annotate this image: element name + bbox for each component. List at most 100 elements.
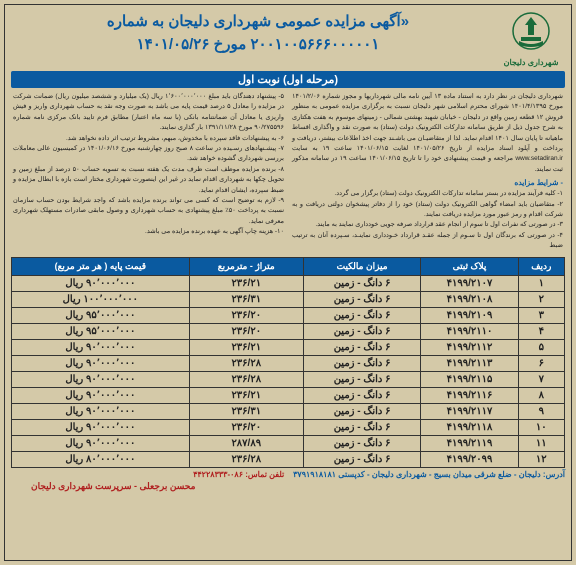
- table-cell: ۴۱۹۹/۲۱۰۷: [421, 276, 518, 292]
- conditions-list: ۱- کلیه فرآیند مزایده در بستر سامانه تدا…: [292, 189, 563, 251]
- table-row: ۹۴۱۹۹/۲۱۱۷۶ دانگ - زمین۲۳۶/۳۱۹۰٬۰۰۰٬۰۰۰ …: [12, 404, 565, 420]
- table-row: ۶۴۱۹۹/۲۱۱۳۶ دانگ - زمین۲۳۶/۲۸۹۰٬۰۰۰٬۰۰۰ …: [12, 356, 565, 372]
- left-paragraph: ۷- پیشـنهادهای رسـیده در ساعت ۸ صبح روز …: [13, 144, 284, 165]
- table-cell: ۴۱۹۹/۲۱۰۹: [421, 308, 518, 324]
- phone-label: تلفن تماس:: [243, 470, 284, 479]
- table-cell: ۲۳۶/۲۸: [189, 356, 303, 372]
- phone-number: ۰۸۶-۴۴۲۲۸۳۳۳: [193, 470, 243, 479]
- table-header-cell: متراژ - مترمربع: [189, 258, 303, 276]
- title-line-2: ۲۰۰۱۰۰۵۶۶۶۰۰۰۰۰۱ مورخ ۱۴۰۱/۰۵/۲۶: [25, 34, 491, 57]
- table-cell: ۹۵٬۰۰۰٬۰۰۰ ریال: [12, 308, 190, 324]
- table-header-cell: ردیف: [518, 258, 564, 276]
- table-cell: ۹۰٬۰۰۰٬۰۰۰ ریال: [12, 436, 190, 452]
- table-header-cell: قیمت پایه ( هر متر مربع): [12, 258, 190, 276]
- table-row: ۱۰۴۱۹۹/۲۱۱۸۶ دانگ - زمین۲۳۶/۲۰۹۰٬۰۰۰٬۰۰۰…: [12, 420, 565, 436]
- table-row: ۳۴۱۹۹/۲۱۰۹۶ دانگ - زمین۲۳۶/۲۰۹۵٬۰۰۰٬۰۰۰ …: [12, 308, 565, 324]
- table-body: ۱۴۱۹۹/۲۱۰۷۶ دانگ - زمین۲۳۶/۲۱۹۰٬۰۰۰٬۰۰۰ …: [12, 276, 565, 468]
- table-cell: ۴۱۹۹/۲۰۹۹: [421, 452, 518, 468]
- table-cell: ۴۱۹۹/۲۱۱۵: [421, 372, 518, 388]
- table-cell: ۲۳۶/۲۱: [189, 388, 303, 404]
- table-cell: ۲۳۶/۲۰: [189, 324, 303, 340]
- condition-item: ۲- متقاضیان باید امضاء گواهی الکترونیک د…: [292, 200, 563, 221]
- table-row: ۱۲۴۱۹۹/۲۰۹۹۶ دانگ - زمین۲۳۶/۲۸۸۰٬۰۰۰٬۰۰۰…: [12, 452, 565, 468]
- table-cell: ۱۰: [518, 420, 564, 436]
- left-paragraph: ۱۰- هزینه چاپ آگهی به عهده برنده مزایده …: [13, 227, 284, 237]
- table-cell: ۲۳۶/۲۰: [189, 420, 303, 436]
- table-cell: ۹۰٬۰۰۰٬۰۰۰ ریال: [12, 276, 190, 292]
- table-cell: ۸۰٬۰۰۰٬۰۰۰ ریال: [12, 452, 190, 468]
- table-cell: ۹۰٬۰۰۰٬۰۰۰ ریال: [12, 388, 190, 404]
- table-row: ۴۴۱۹۹/۲۱۱۰۶ دانگ - زمین۲۳۶/۲۰۹۵٬۰۰۰٬۰۰۰ …: [12, 324, 565, 340]
- header: شهرداری دلیجان «آگهی مزایده عمومی شهردار…: [5, 5, 571, 71]
- table-row: ۱۴۱۹۹/۲۱۰۷۶ دانگ - زمین۲۳۶/۲۱۹۰٬۰۰۰٬۰۰۰ …: [12, 276, 565, 292]
- table-cell: ۴۱۹۹/۲۱۱۶: [421, 388, 518, 404]
- table-cell: ۲: [518, 292, 564, 308]
- table-cell: ۴۱۹۹/۲۱۱۰: [421, 324, 518, 340]
- land-lots-table: ردیفپلاک ثبتیمیزان مالکیتمتراژ - مترمربع…: [11, 257, 565, 468]
- table-cell: ۸: [518, 388, 564, 404]
- left-paragraph: ۵- پیشنهاد دهندگان باید مبلغ ۱٬۶۰۰٬۰۰۰٬۰…: [13, 92, 284, 134]
- conditions-title: - شرایط مزایده: [292, 177, 563, 189]
- table-cell: ۲۳۶/۲۸: [189, 372, 303, 388]
- intro-right: شهرداری دلیجان در نظر دارد به استناد ماد…: [292, 92, 563, 175]
- table-cell: ۱۱: [518, 436, 564, 452]
- table-cell: ۲۳۶/۳۱: [189, 292, 303, 308]
- condition-item: ۳- در صورتی که نفرات اول تا سوم از انجام…: [292, 220, 563, 230]
- table-cell: ۳: [518, 308, 564, 324]
- title-box: «آگهی مزایده عمومی شهرداری دلیجان به شما…: [15, 11, 501, 56]
- address: آدرس: دلیجان - ضلع شرقی میدان بسیج - شهر…: [293, 470, 565, 479]
- table-cell: ۹: [518, 404, 564, 420]
- left-column: ۵- پیشنهاد دهندگان باید مبلغ ۱٬۶۰۰٬۰۰۰٬۰…: [13, 92, 284, 251]
- table-header-cell: میزان مالکیت: [303, 258, 421, 276]
- left-paragraph: ۶- به پیشنهادات فاقد سپرده با مخدوش، مبه…: [13, 134, 284, 144]
- table-cell: ۶ دانگ - زمین: [303, 324, 421, 340]
- signature: محسن برجعلی - سرپرست شهرداری دلیجان: [11, 481, 565, 492]
- table-cell: ۶ دانگ - زمین: [303, 436, 421, 452]
- table-cell: ۴۱۹۹/۲۱۱۳: [421, 356, 518, 372]
- table-cell: ۹۵٬۰۰۰٬۰۰۰ ریال: [12, 324, 190, 340]
- table-cell: ۴۱۹۹/۲۱۱۸: [421, 420, 518, 436]
- table-cell: ۶ دانگ - زمین: [303, 420, 421, 436]
- right-column: شهرداری دلیجان در نظر دارد به استناد ماد…: [292, 92, 563, 251]
- table-cell: ۲۳۶/۲۸: [189, 452, 303, 468]
- stage-bar: (مرحله اول) نوبت اول: [11, 71, 565, 88]
- table-cell: ۱: [518, 276, 564, 292]
- left-paragraph: ۸- برنده مزایده موظف است ظرف مدت یک هفته…: [13, 165, 284, 196]
- table-cell: ۶ دانگ - زمین: [303, 404, 421, 420]
- table-row: ۲۴۱۹۹/۲۱۰۸۶ دانگ - زمین۲۳۶/۳۱۱۰۰٬۰۰۰٬۰۰۰…: [12, 292, 565, 308]
- table-cell: ۶: [518, 356, 564, 372]
- table-cell: ۶ دانگ - زمین: [303, 356, 421, 372]
- table-cell: ۶ دانگ - زمین: [303, 372, 421, 388]
- table-header-cell: پلاک ثبتی: [421, 258, 518, 276]
- table-row: ۵۴۱۹۹/۲۱۱۲۶ دانگ - زمین۲۳۶/۲۱۹۰٬۰۰۰٬۰۰۰ …: [12, 340, 565, 356]
- table-cell: ۶ دانگ - زمین: [303, 276, 421, 292]
- table-cell: ۴: [518, 324, 564, 340]
- footer: آدرس: دلیجان - ضلع شرقی میدان بسیج - شهر…: [11, 470, 565, 492]
- table-cell: ۲۳۶/۲۱: [189, 340, 303, 356]
- table-cell: ۲۸۷/۸۹: [189, 436, 303, 452]
- left-paragraph: ۹- لازم به توضیح است که کسی می تواند برن…: [13, 196, 284, 227]
- body-text: شهرداری دلیجان در نظر دارد به استناد ماد…: [5, 88, 571, 255]
- table-cell: ۴۱۹۹/۲۱۱۲: [421, 340, 518, 356]
- table-cell: ۵: [518, 340, 564, 356]
- logo-caption: شهرداری دلیجان: [501, 58, 561, 67]
- auction-notice-page: شهرداری دلیجان «آگهی مزایده عمومی شهردار…: [4, 4, 572, 561]
- table-row: ۷۴۱۹۹/۲۱۱۵۶ دانگ - زمین۲۳۶/۲۸۹۰٬۰۰۰٬۰۰۰ …: [12, 372, 565, 388]
- condition-item: ۱- کلیه فرآیند مزایده در بستر سامانه تدا…: [292, 189, 563, 199]
- table-cell: ۶ دانگ - زمین: [303, 452, 421, 468]
- table-cell: ۶ دانگ - زمین: [303, 308, 421, 324]
- table-cell: ۶ دانگ - زمین: [303, 292, 421, 308]
- table-cell: ۲۳۶/۲۰: [189, 308, 303, 324]
- table-cell: ۹۰٬۰۰۰٬۰۰۰ ریال: [12, 372, 190, 388]
- table-cell: ۹۰٬۰۰۰٬۰۰۰ ریال: [12, 340, 190, 356]
- table-cell: ۹۰٬۰۰۰٬۰۰۰ ریال: [12, 420, 190, 436]
- table-cell: ۴۱۹۹/۲۱۱۹: [421, 436, 518, 452]
- table-cell: ۴۱۹۹/۲۱۰۸: [421, 292, 518, 308]
- title-line-1: «آگهی مزایده عمومی شهرداری دلیجان به شما…: [25, 11, 491, 34]
- table-cell: ۱۲: [518, 452, 564, 468]
- condition-item: ۴- در صورتی که برندگان اول تا سـوم از جم…: [292, 231, 563, 252]
- table-row: ۱۱۴۱۹۹/۲۱۱۹۶ دانگ - زمین۲۸۷/۸۹۹۰٬۰۰۰٬۰۰۰…: [12, 436, 565, 452]
- municipality-logo: [511, 11, 551, 51]
- table-cell: ۲۳۶/۳۱: [189, 404, 303, 420]
- table-row: ۸۴۱۹۹/۲۱۱۶۶ دانگ - زمین۲۳۶/۲۱۹۰٬۰۰۰٬۰۰۰ …: [12, 388, 565, 404]
